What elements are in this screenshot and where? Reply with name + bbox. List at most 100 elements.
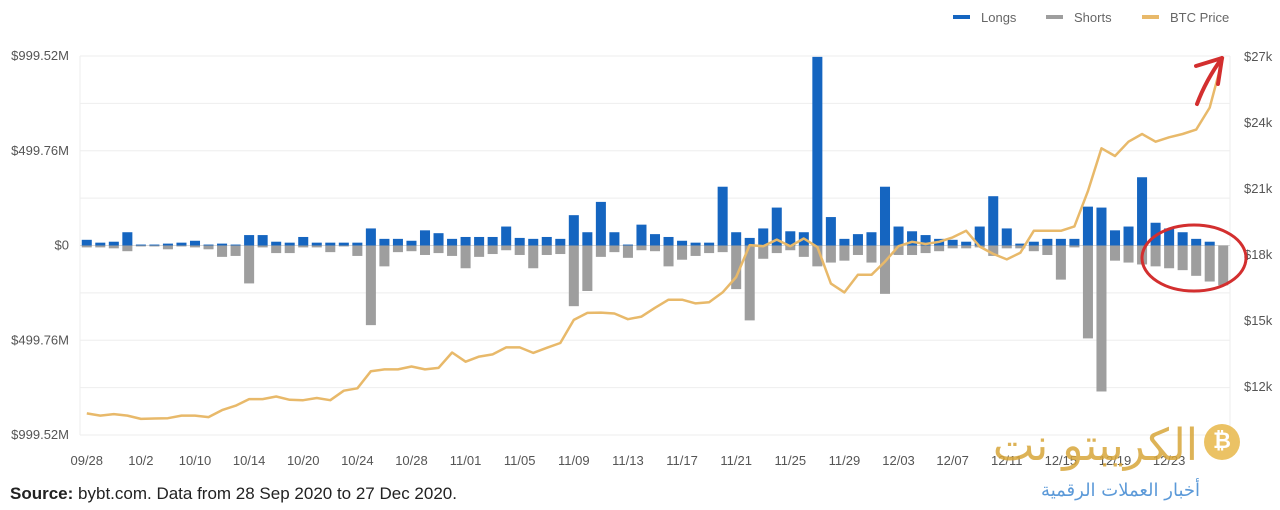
long-bar bbox=[365, 228, 376, 246]
watermark: الكريبتو نت أخبار العملات الرقمية ₿ bbox=[930, 420, 1270, 510]
left-tick-label: $499.76M bbox=[11, 143, 69, 158]
right-axis: $27k $24k $21k $18k $15k $12k bbox=[1244, 49, 1273, 394]
short-bar bbox=[298, 245, 309, 248]
short-bar bbox=[1164, 245, 1175, 269]
long-bar bbox=[257, 235, 268, 246]
long-bar bbox=[149, 244, 160, 246]
short-bar bbox=[825, 245, 836, 263]
short-bar bbox=[839, 245, 850, 261]
long-bar bbox=[1055, 238, 1066, 246]
short-bar bbox=[1055, 245, 1066, 280]
short-bar bbox=[1001, 245, 1012, 249]
legend-item-shorts[interactable]: Shorts bbox=[1046, 10, 1112, 25]
short-bar bbox=[392, 245, 403, 253]
short-bar bbox=[961, 245, 972, 249]
short-bar bbox=[528, 245, 539, 269]
long-bar bbox=[649, 234, 661, 246]
watermark-title: الكريبتو نت bbox=[992, 420, 1198, 471]
long-bar bbox=[189, 240, 201, 246]
short-bar bbox=[379, 245, 390, 267]
source-text: bybt.com. Data from 28 Sep 2020 to 27 De… bbox=[78, 484, 457, 503]
long-bar bbox=[406, 240, 417, 246]
short-bar bbox=[203, 245, 214, 250]
left-tick-label: $499.76M bbox=[11, 332, 69, 347]
short-bar bbox=[785, 245, 796, 251]
legend-item-btc-price[interactable]: BTC Price bbox=[1142, 10, 1229, 25]
short-bar bbox=[798, 245, 809, 257]
short-bar bbox=[176, 245, 187, 247]
long-bar bbox=[866, 232, 877, 246]
short-bar bbox=[541, 245, 552, 255]
short-bar bbox=[230, 245, 241, 256]
short-bar bbox=[1177, 245, 1188, 271]
long-bar bbox=[636, 224, 647, 246]
long-bar bbox=[528, 238, 539, 246]
short-bar bbox=[1191, 245, 1202, 276]
short-bar bbox=[622, 245, 633, 258]
long-bar bbox=[203, 244, 214, 246]
left-tick-label: $999.52M bbox=[11, 427, 69, 442]
short-bar bbox=[162, 245, 173, 250]
long-bar bbox=[392, 238, 403, 246]
short-bar bbox=[1123, 245, 1134, 263]
short-bar bbox=[135, 245, 146, 247]
long-bar bbox=[487, 236, 498, 246]
short-bar bbox=[1109, 245, 1121, 261]
long-bar bbox=[1164, 228, 1175, 246]
long-bar bbox=[1042, 238, 1053, 246]
short-bar bbox=[487, 245, 498, 255]
short-bar bbox=[244, 245, 255, 284]
right-tick-label: $24k bbox=[1244, 115, 1273, 130]
long-bar bbox=[595, 201, 606, 246]
long-bar bbox=[879, 186, 891, 246]
long-bar bbox=[1177, 232, 1188, 246]
long-bar bbox=[1123, 226, 1134, 246]
long-bar bbox=[1096, 207, 1107, 246]
short-bar bbox=[433, 245, 444, 254]
right-tick-label: $15k bbox=[1244, 313, 1273, 328]
short-bar bbox=[365, 245, 376, 326]
long-bar bbox=[271, 241, 282, 246]
legend-label-shorts: Shorts bbox=[1074, 10, 1112, 25]
short-bar bbox=[677, 245, 688, 260]
source-note: Source: bybt.com. Data from 28 Sep 2020 … bbox=[10, 484, 457, 504]
up-arrow-icon bbox=[1194, 56, 1224, 106]
short-bar bbox=[514, 245, 525, 255]
long-bar bbox=[920, 235, 931, 246]
long-bar bbox=[677, 240, 688, 246]
long-bar bbox=[961, 241, 972, 246]
left-axis: $999.52M $499.76M $0 $499.76M $999.52M bbox=[11, 48, 69, 442]
short-bar bbox=[704, 245, 715, 254]
long-bar bbox=[568, 215, 579, 246]
long-bar bbox=[352, 242, 363, 246]
short-bar bbox=[744, 245, 755, 321]
x-tick-label: 12/19 bbox=[1099, 453, 1132, 468]
long-bar bbox=[717, 186, 728, 246]
short-bar bbox=[907, 245, 918, 255]
short-bar bbox=[447, 245, 458, 256]
long-bar bbox=[108, 241, 119, 246]
short-bar bbox=[1082, 245, 1093, 339]
short-bar bbox=[934, 245, 945, 252]
legend-item-longs[interactable]: Longs bbox=[953, 10, 1017, 25]
long-bar bbox=[419, 230, 431, 246]
short-bar bbox=[217, 245, 228, 257]
short-bar bbox=[419, 245, 431, 255]
short-bar bbox=[555, 245, 566, 255]
short-bar bbox=[1042, 245, 1053, 255]
short-bar bbox=[852, 245, 863, 255]
x-tick-label: 11/29 bbox=[829, 453, 861, 468]
short-bar bbox=[325, 245, 336, 253]
short-bar bbox=[649, 245, 661, 252]
long-bar bbox=[893, 226, 904, 246]
short-bar bbox=[338, 245, 349, 247]
long-bar bbox=[1015, 243, 1026, 246]
short-bar bbox=[690, 245, 701, 256]
long-bar bbox=[122, 232, 133, 246]
long-bar bbox=[95, 242, 106, 246]
legend-label-longs: Longs bbox=[981, 10, 1017, 25]
right-tick-label: $27k bbox=[1244, 49, 1273, 64]
short-bar bbox=[893, 245, 904, 255]
x-tick-label: 10/24 bbox=[341, 453, 374, 468]
x-tick-label: 12/15 bbox=[1045, 453, 1078, 468]
